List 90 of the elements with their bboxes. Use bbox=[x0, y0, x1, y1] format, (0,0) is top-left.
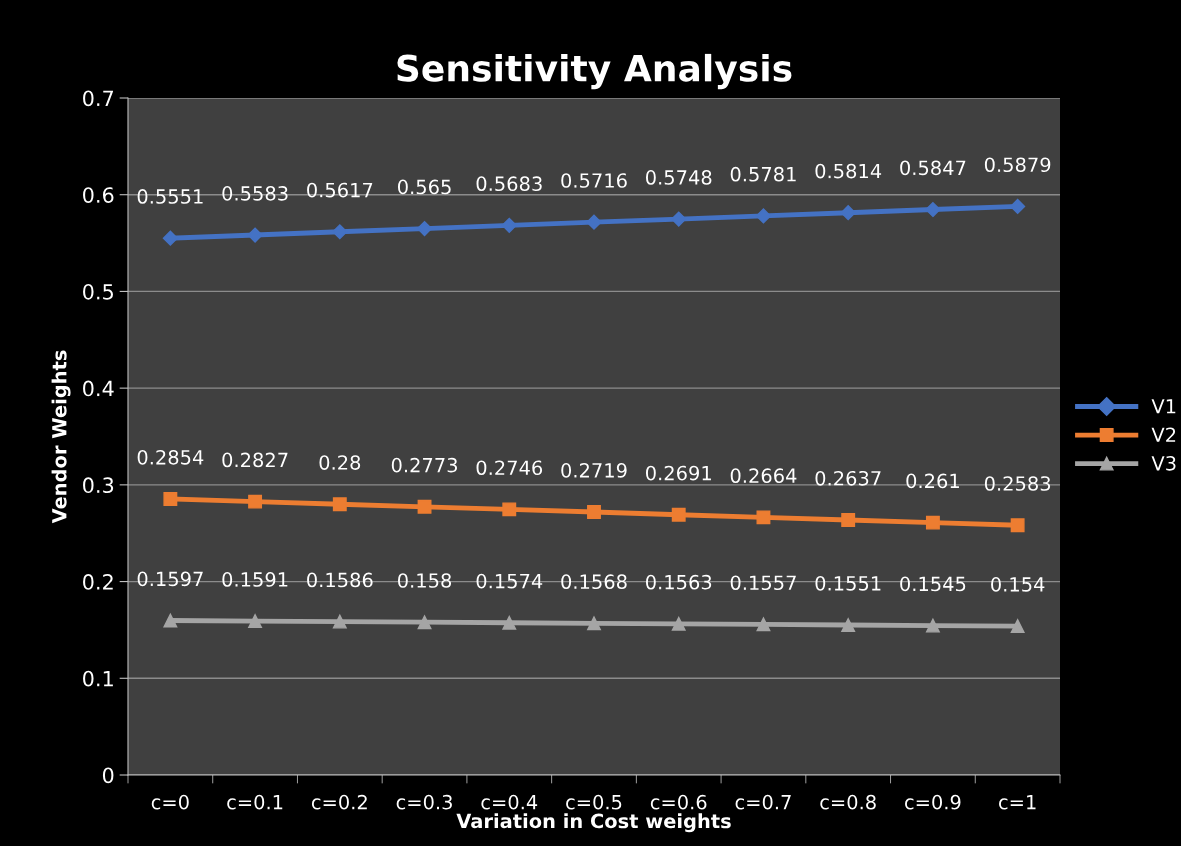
point bbox=[502, 615, 517, 630]
data-label: 0.2664 bbox=[730, 468, 797, 484]
point bbox=[671, 616, 686, 631]
point bbox=[925, 618, 940, 633]
data-label: 0.5847 bbox=[900, 160, 966, 176]
data-label: 0.2827 bbox=[222, 452, 288, 468]
data-label: 0.5683 bbox=[476, 176, 542, 192]
data-label: 0.565 bbox=[397, 179, 451, 195]
point bbox=[332, 614, 347, 629]
data-label: 0.2637 bbox=[815, 470, 881, 486]
data-label: 0.2746 bbox=[476, 460, 543, 476]
x-tick-label: c=0.7 bbox=[735, 794, 791, 810]
data-label: 0.2719 bbox=[561, 463, 627, 478]
x-tick-label: c=1 bbox=[999, 795, 1036, 810]
data-label: 0.2773 bbox=[391, 457, 458, 473]
legend-label: V2 bbox=[1151, 427, 1176, 442]
x-tick-label: c=0.5 bbox=[566, 794, 622, 810]
x-tick-label: c=0.9 bbox=[905, 794, 961, 810]
data-label: 0.1557 bbox=[730, 575, 796, 591]
point bbox=[417, 615, 432, 630]
data-label: 0.2583 bbox=[984, 476, 1051, 491]
x-tick-label: c=0.8 bbox=[820, 794, 876, 810]
point bbox=[1010, 619, 1025, 634]
point bbox=[587, 616, 601, 631]
data-label: 0.1591 bbox=[222, 572, 288, 587]
y-tick-label: 0.6 bbox=[83, 187, 114, 203]
x-tick-label: c=0 bbox=[151, 794, 189, 810]
data-label: 0.1574 bbox=[476, 573, 543, 589]
data-label: 0.5617 bbox=[307, 182, 373, 198]
point bbox=[925, 201, 941, 218]
point bbox=[332, 224, 348, 240]
y-tick-label: 0.2 bbox=[83, 574, 113, 590]
legend-label: V3 bbox=[1151, 455, 1176, 471]
point bbox=[248, 614, 263, 629]
y-tick-label: 0.1 bbox=[83, 670, 113, 687]
y-tick-label: 0.7 bbox=[83, 90, 114, 107]
data-label: 0.1568 bbox=[561, 574, 627, 590]
point bbox=[587, 505, 601, 519]
data-label: 0.1597 bbox=[137, 571, 203, 587]
point bbox=[502, 502, 517, 517]
point bbox=[163, 613, 178, 628]
y-tick-label: 0.5 bbox=[83, 283, 113, 300]
data-label: 0.261 bbox=[906, 473, 959, 489]
data-label: 0.2854 bbox=[137, 449, 204, 465]
data-label: 0.5583 bbox=[222, 186, 288, 201]
point bbox=[501, 217, 517, 233]
point bbox=[841, 513, 856, 527]
point bbox=[417, 499, 432, 514]
data-label: 0.5814 bbox=[815, 163, 882, 179]
point bbox=[925, 515, 940, 530]
chart-title: Sensitivity Analysis bbox=[397, 53, 792, 90]
x-tick-label: c=0.3 bbox=[396, 794, 452, 810]
point bbox=[840, 205, 856, 221]
legend-label: V1 bbox=[1151, 399, 1176, 414]
point bbox=[162, 230, 178, 246]
data-label: 0.158 bbox=[397, 573, 452, 588]
point bbox=[671, 507, 686, 522]
point bbox=[1010, 518, 1025, 533]
data-label: 0.1586 bbox=[307, 572, 373, 588]
y-tick-label: 0.3 bbox=[83, 477, 114, 494]
point bbox=[586, 214, 602, 230]
data-label: 0.2691 bbox=[645, 465, 711, 481]
y-tick-label: 0 bbox=[102, 767, 114, 784]
point bbox=[163, 492, 178, 506]
data-label: 0.5781 bbox=[730, 166, 796, 182]
x-tick-label: c=0.6 bbox=[650, 794, 707, 810]
x-axis-title: Variation in Cost weights bbox=[456, 813, 731, 833]
point bbox=[841, 618, 856, 632]
point bbox=[416, 220, 433, 237]
data-label: 0.5748 bbox=[645, 170, 712, 185]
data-label: 0.1551 bbox=[815, 575, 881, 591]
point bbox=[332, 497, 347, 512]
point bbox=[756, 510, 771, 525]
point bbox=[756, 617, 771, 632]
data-label: 0.28 bbox=[319, 455, 361, 470]
data-label: 0.5551 bbox=[137, 189, 203, 204]
point bbox=[1010, 198, 1026, 214]
data-label: 0.154 bbox=[991, 577, 1045, 592]
x-tick-label: c=0.2 bbox=[311, 794, 367, 810]
x-tick-label: c=0.1 bbox=[227, 794, 283, 810]
data-label: 0.5716 bbox=[561, 173, 627, 188]
data-label: 0.1563 bbox=[645, 574, 712, 590]
y-tick-label: 0.4 bbox=[83, 380, 114, 397]
point bbox=[247, 227, 263, 243]
point bbox=[671, 211, 687, 227]
data-label: 0.1545 bbox=[900, 576, 966, 592]
y-axis-title: Vendor Weights bbox=[51, 350, 71, 524]
x-tick-label: c=0.4 bbox=[481, 794, 538, 810]
data-label: 0.5879 bbox=[984, 157, 1051, 173]
point bbox=[248, 494, 263, 509]
